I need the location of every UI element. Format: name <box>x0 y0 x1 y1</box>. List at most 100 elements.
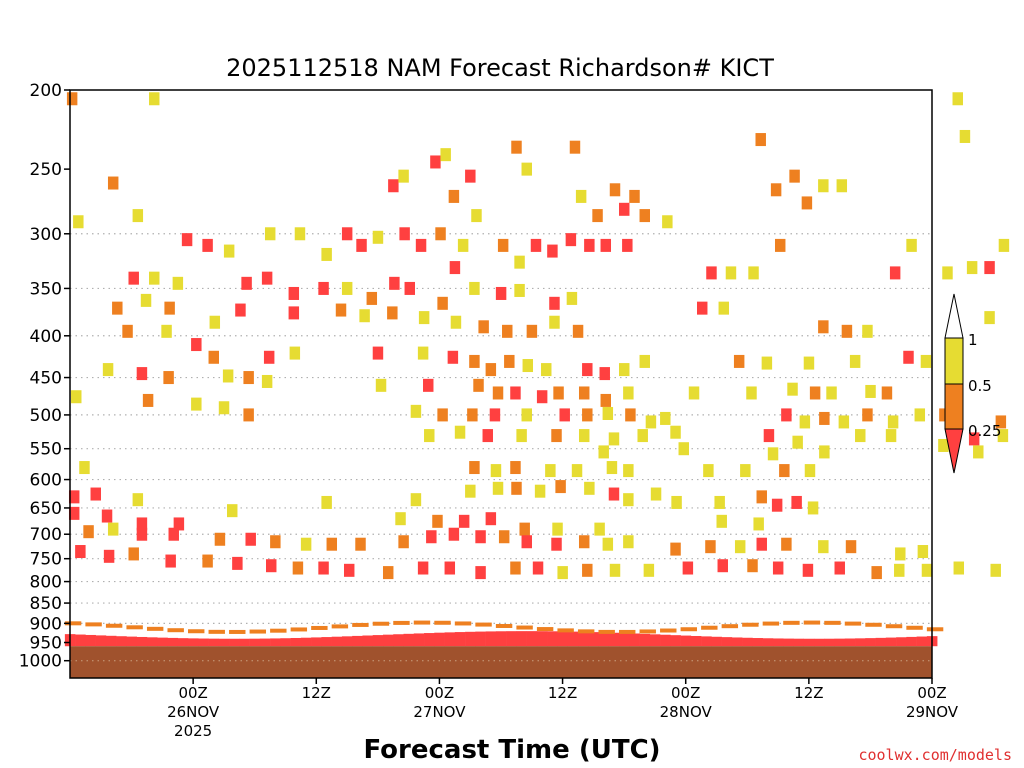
heatmap-cell <box>662 215 673 229</box>
heatmap-cell <box>953 561 965 575</box>
heatmap-cell <box>504 354 515 368</box>
heatmap-cell <box>688 386 700 400</box>
heatmap-cell <box>578 429 590 443</box>
heatmap-cell <box>112 301 123 315</box>
boundary-layer-cell <box>413 620 431 625</box>
boundary-layer-cell <box>495 631 507 647</box>
boundary-layer-cell <box>608 632 620 647</box>
heatmap-cell <box>469 281 480 295</box>
heatmap-cell <box>753 517 764 531</box>
heatmap-cell <box>366 291 378 305</box>
heatmap-cell <box>492 481 504 495</box>
heatmap-cell <box>534 484 546 498</box>
chart-title: 2025112518 NAM Forecast Richardson# KICT <box>226 54 774 82</box>
heatmap-cell <box>202 238 213 252</box>
heatmap-cell <box>266 559 277 573</box>
heatmap-cell <box>140 293 152 307</box>
y-tick-label: 300 <box>30 225 62 245</box>
legend-label: 0.5 <box>968 377 992 395</box>
heatmap-cell <box>973 445 984 459</box>
heatmap-cell <box>917 545 929 559</box>
boundary-layer-cell <box>454 621 472 626</box>
boundary-layer-cell <box>239 638 250 647</box>
heatmap-cell <box>432 514 443 528</box>
heatmap-cell <box>300 537 312 551</box>
boundary-layer-cell <box>218 638 230 647</box>
legend-swatch-0-5-to-1 <box>944 337 964 385</box>
color-legend: 1 0.5 0.25 <box>944 293 1001 474</box>
heatmap-cell <box>75 545 86 559</box>
heatmap-cell <box>571 464 583 478</box>
heatmap-cell <box>755 133 766 147</box>
heatmap-cell <box>469 461 480 475</box>
heatmap-cell <box>395 512 406 526</box>
heatmap-cell <box>341 281 353 295</box>
plot-frame <box>69 89 933 679</box>
heatmap-cell <box>862 408 873 422</box>
boundary-layer-cell <box>865 622 882 627</box>
heatmap-cell <box>639 209 650 223</box>
heatmap-cell <box>718 301 730 315</box>
heatmap-cell <box>818 540 829 554</box>
heatmap-cell <box>243 408 254 422</box>
heatmap-cell <box>725 266 737 280</box>
y-tick-label: 750 <box>30 550 62 570</box>
heatmap-cell <box>660 411 671 425</box>
boundary-layer-cell <box>619 629 636 634</box>
boundary-layer-cell <box>352 622 369 627</box>
heatmap-cell <box>609 183 621 197</box>
heatmap-cell <box>705 540 716 554</box>
heatmap-cell <box>582 563 593 577</box>
heatmap-cell <box>545 464 556 478</box>
heatmap-cell <box>809 386 821 400</box>
heatmap-cell <box>181 233 193 247</box>
heatmap-cell <box>482 429 493 443</box>
boundary-layer-cell <box>229 629 246 634</box>
x-tick-label: 12Z <box>302 684 331 702</box>
boundary-layer-cell <box>475 622 492 627</box>
ground-fill <box>70 646 932 678</box>
heatmap-cell <box>241 276 252 290</box>
heatmap-cell <box>424 429 435 443</box>
heatmap-cell <box>498 530 510 544</box>
heatmap-cell <box>578 386 590 400</box>
heatmap-cell <box>410 493 422 507</box>
boundary-layer-cell <box>803 638 815 647</box>
heatmap-cell <box>465 484 476 498</box>
heatmap-cell <box>779 464 790 478</box>
heatmap-cell <box>417 346 429 360</box>
boundary-layer-cell <box>105 623 123 628</box>
heatmap-cell <box>600 238 612 252</box>
heatmap-cell <box>734 540 746 554</box>
heatmap-cell <box>335 303 347 317</box>
boundary-layer-cell <box>105 635 117 647</box>
heatmap-cell <box>598 445 609 459</box>
heatmap-cell <box>781 408 792 422</box>
heatmap-cell <box>569 140 581 154</box>
heatmap-cell <box>584 481 595 495</box>
heatmap-cell <box>767 447 779 461</box>
boundary-layer-cell <box>167 628 184 633</box>
heatmap-cell <box>521 535 532 549</box>
boundary-layer-cell <box>300 637 312 647</box>
heatmap-cell <box>623 493 634 507</box>
boundary-layer-cell <box>290 637 302 647</box>
x-tick-date: 28NOV <box>660 703 713 721</box>
heatmap-cell <box>619 202 630 216</box>
heatmap-cell <box>107 176 119 190</box>
heatmap-cell <box>639 354 650 368</box>
heatmap-cell <box>235 303 246 317</box>
boundary-layer-cell <box>875 637 887 647</box>
heatmap-cell <box>292 561 304 575</box>
heatmap-cell <box>966 261 978 275</box>
heatmap-cell <box>288 306 300 320</box>
heatmap-cell <box>356 238 367 252</box>
heatmap-cell <box>914 408 926 422</box>
heatmap-cell <box>341 227 353 241</box>
y-tick-label: 450 <box>30 369 62 389</box>
x-tick-label: 00Z <box>917 684 946 702</box>
heatmap-cell <box>502 324 513 338</box>
heatmap-cell <box>818 320 829 334</box>
heatmap-cell <box>602 537 614 551</box>
heatmap-cell <box>102 363 114 377</box>
